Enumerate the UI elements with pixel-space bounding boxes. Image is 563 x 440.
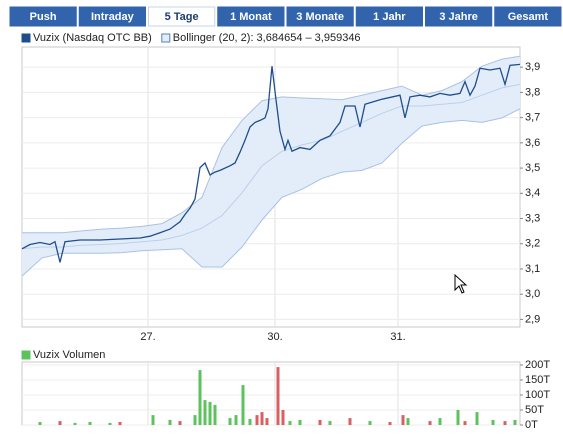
tab[interactable]	[78, 6, 146, 27]
y-tick-label: 150T	[525, 374, 550, 386]
volume-bar	[428, 421, 432, 425]
volume-bar	[401, 415, 405, 425]
volume-bar	[118, 422, 122, 425]
band-fill	[22, 56, 520, 276]
tab[interactable]	[355, 6, 423, 27]
tab[interactable]	[425, 6, 493, 27]
volume-bar	[241, 385, 245, 425]
volume-bar	[328, 421, 332, 425]
legend-swatch	[21, 350, 31, 360]
y-tick-label: 3,2	[525, 238, 540, 250]
volume-bar	[228, 418, 232, 425]
tab-label[interactable]: Push	[30, 11, 57, 23]
tab-label[interactable]: 3 Monate	[296, 11, 344, 23]
volume-bar	[178, 421, 182, 425]
volume-bar	[503, 421, 507, 425]
tab-label[interactable]: 5 Tage	[165, 11, 199, 23]
y-tick-label: 0T	[525, 419, 538, 431]
mouse-cursor	[454, 273, 468, 294]
volume-bar	[276, 367, 280, 425]
tab[interactable]	[148, 6, 216, 27]
y-tick-label: 3,0	[525, 288, 540, 300]
volume-bar	[406, 418, 410, 425]
y-tick-label: 3,8	[525, 86, 540, 98]
legend-swatch	[161, 33, 171, 43]
volume-bar	[463, 421, 467, 425]
volume-bar	[513, 419, 517, 425]
volume-bar	[108, 422, 112, 425]
volume-bar	[73, 422, 77, 425]
band-middle	[21, 83, 521, 250]
y-tick-label: 100T	[525, 389, 550, 401]
volume-bar	[368, 421, 372, 425]
band-lower	[21, 108, 521, 277]
volume-bar	[234, 415, 238, 425]
y-tick-label: 200T	[525, 359, 550, 371]
legend-label: Vuzix Volumen	[33, 349, 105, 361]
volume-bar	[58, 421, 62, 425]
legend-label: Vuzix (Nasdaq OTC BB)	[33, 32, 152, 44]
volume-bar	[281, 410, 285, 425]
tab-label[interactable]: 1 Jahr	[373, 11, 406, 23]
volume-bar	[348, 418, 352, 425]
volume-bar	[438, 418, 442, 425]
tab-label[interactable]: 1 Monat	[230, 11, 272, 23]
y-tick-label: 3,3	[525, 212, 540, 224]
volume-bar	[208, 401, 212, 425]
tab[interactable]	[217, 6, 285, 27]
volume-bar	[298, 419, 302, 425]
price-line	[21, 63, 521, 263]
band-upper	[22, 55, 521, 234]
volume-bar	[491, 419, 495, 425]
volume-bar	[475, 412, 479, 425]
volume-bar	[193, 415, 197, 425]
volume-bar	[288, 421, 292, 425]
volume-bar	[456, 410, 460, 425]
y-tick-label: 3,9	[525, 61, 540, 73]
volume-bar	[388, 422, 392, 425]
volume-bar	[260, 412, 264, 425]
y-tick-label: 3,4	[525, 187, 540, 199]
volume-bar	[248, 419, 252, 425]
volume-bar	[151, 415, 155, 425]
y-tick-label: 2,9	[525, 313, 540, 325]
volume-bar	[255, 415, 259, 425]
y-tick-label: 3,6	[525, 137, 540, 149]
volume-bar	[265, 418, 269, 425]
tab-label[interactable]: 3 Jahre	[439, 11, 478, 23]
volume-bar	[203, 400, 207, 425]
tab[interactable]	[286, 6, 354, 27]
volume-bar	[88, 422, 92, 425]
y-tick-label: 50T	[525, 404, 544, 416]
tab-label[interactable]: Intraday	[91, 11, 135, 23]
x-tick-label: 30.	[267, 331, 282, 343]
volume-bar	[213, 404, 217, 425]
plot-area	[21, 361, 521, 426]
x-tick-label: 31.	[390, 331, 405, 343]
tab-label[interactable]: Gesamt	[508, 11, 549, 23]
tab[interactable]	[494, 6, 562, 27]
legend-label: Bollinger (20, 2): 3,684654 – 3,959346	[173, 32, 361, 44]
y-tick-label: 3,5	[525, 162, 540, 174]
y-tick-label: 3,7	[525, 112, 540, 124]
tab[interactable]	[9, 6, 77, 27]
volume-bar	[318, 419, 322, 425]
volume-bar	[38, 422, 42, 425]
legend-swatch	[21, 33, 31, 43]
volume-bar	[198, 370, 202, 425]
volume-bar	[168, 419, 172, 425]
y-tick-label: 3,1	[525, 263, 540, 275]
x-tick-label: 27.	[140, 331, 155, 343]
